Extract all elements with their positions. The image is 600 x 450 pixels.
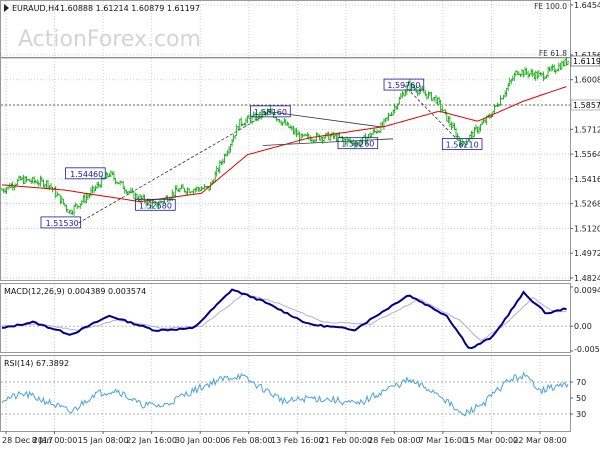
swing-label-box	[337, 137, 379, 150]
swing-label-box	[250, 105, 291, 118]
rsi-axis: 70 50 30	[570, 378, 586, 419]
triangle-upper-line	[270, 111, 383, 128]
macd-panel-frame	[0, 283, 571, 353]
macd-tick-label: -0.00594	[574, 345, 600, 354]
swing-label-box	[383, 78, 425, 91]
rsi-guide-lines	[1, 381, 570, 415]
rsi-tick-label: 30	[576, 410, 586, 419]
level-label: FE 100.0	[534, 2, 567, 11]
time-tick-label: 15 Mar 00:00	[465, 436, 518, 445]
price-tick-label: 1.51200	[574, 224, 600, 233]
rsi-line	[1, 371, 569, 417]
time-tick-label: 8 Jan 00:00	[32, 436, 78, 445]
time-tick-label: 28 Dec 2017	[2, 436, 53, 445]
symbol-label: EURAUD,H4	[12, 4, 59, 13]
ohlc-values: 1.60888 1.61214 1.60879 1.61197	[60, 4, 200, 13]
swing-annotations: 1.51530 1.54460 1.52580 1.58160 1.56260 1.597…	[40, 78, 483, 229]
price-tick-label: 1.54160	[574, 175, 600, 184]
swing-label-box	[65, 167, 106, 180]
fibonacci-levels: FE 100.0 FE 61.8	[1, 2, 570, 106]
rsi-panel-frame	[0, 355, 571, 432]
macd-signal-line	[1, 292, 567, 342]
rsi-label: RSI(14) 67.3892	[4, 359, 69, 368]
time-tick-label: 22 Mar 08:00	[513, 436, 566, 445]
swing-label: 1.56210	[446, 141, 479, 150]
watermark-text: ActionForex.com	[18, 27, 201, 52]
rsi-tick-label: 50	[576, 394, 586, 403]
time-tick-label: 21 Feb 00:00	[320, 436, 372, 445]
macd-axis: 0.009407 0.00 -0.00594	[570, 286, 600, 354]
current-price-tag: 1.61197	[570, 55, 600, 67]
swing-line	[403, 84, 463, 145]
price-tag-label: 1.61197	[573, 57, 600, 66]
price-tick-label: 1.57120	[574, 125, 600, 134]
price-tag-box	[570, 55, 600, 67]
level-label: FE 61.8	[539, 49, 567, 58]
symbol-arrow-icon	[4, 4, 9, 12]
support-trendline	[78, 111, 271, 224]
price-tick-label: 1.64540	[574, 1, 600, 10]
price-tick-label: 1.61560	[574, 51, 600, 60]
moving-average-line	[1, 86, 567, 203]
price-panel-frame	[0, 0, 571, 281]
level-axis-label: 1.58570	[573, 101, 600, 110]
macd-main-line	[1, 288, 567, 350]
time-tick-label: 13 Feb 16:00	[271, 436, 323, 445]
price-tick-label: 1.55640	[574, 150, 600, 159]
time-tick-label: 7 Mar 16:00	[419, 436, 467, 445]
swing-label-box	[135, 198, 176, 211]
price-tick-label: 1.48240	[574, 274, 600, 283]
macd-tick-label: 0.009407	[574, 286, 600, 295]
swing-label: 1.54460	[70, 170, 103, 179]
time-tick-label: 30 Jan 00:00	[175, 436, 226, 445]
time-tick-label: 6 Feb 08:00	[225, 436, 272, 445]
grid-lines	[1, 1, 570, 431]
rsi-tick-label: 70	[576, 378, 586, 387]
swing-label: 1.51530	[46, 219, 79, 228]
price-tick-label: 1.52680	[574, 200, 600, 209]
swing-label-box	[441, 138, 483, 150]
swing-label: 1.52580	[139, 201, 172, 210]
swing-label-box	[40, 216, 82, 229]
swing-label: 1.56260	[341, 140, 374, 149]
price-tick-label: 1.49720	[574, 249, 600, 258]
macd-tick-label: 0.00	[574, 322, 592, 331]
time-tick-label: 28 Feb 08:00	[368, 436, 420, 445]
swing-label: 1.58160	[254, 108, 287, 117]
price-candles	[1, 56, 569, 216]
swing-label: 1.59760	[387, 81, 420, 90]
price-axis: 1.64540 1.61560 1.60080 1.58570 1.57120 1.556…	[570, 1, 600, 283]
macd-label: MACD(12,26,9) 0.004389 0.003574	[4, 287, 146, 296]
price-tick-label: 1.60080	[574, 76, 600, 85]
time-tick-label: 22 Jan 16:00	[126, 436, 177, 445]
level-axis-box	[570, 99, 600, 111]
time-tick-label: 15 Jan 08:00	[78, 436, 129, 445]
